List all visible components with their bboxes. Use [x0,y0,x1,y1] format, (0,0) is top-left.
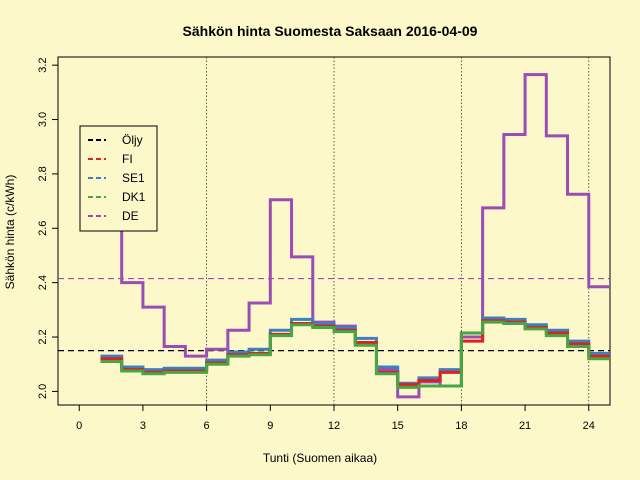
x-tick-label: 12 [328,420,340,432]
y-tick-label: 3.0 [37,112,49,127]
legend: Öljy FI SE1 DK1 DE [79,125,158,232]
plot-area: 0 3 6 9 12 15 18 21 24 2.0 2.2 2.4 2.6 2.8 3.0 3.2 [37,56,611,432]
y-tick-label: 2.6 [37,221,49,236]
x-tick-label: 18 [455,420,467,432]
y-tick-label: 2.4 [37,275,49,290]
x-tick-label: 21 [519,420,531,432]
legend-label: Öljy [122,133,143,147]
y-axis-label: Sähkön hinta (c/kWh) [3,175,17,290]
y-tick-label: 2.2 [37,329,49,344]
x-tick-label: 15 [392,420,404,432]
legend-label: DK1 [122,190,146,204]
x-tick-label: 9 [267,420,273,432]
y-tick-label: 2.8 [37,166,49,181]
y-tick-label: 3.2 [37,58,49,73]
legend-label: FI [122,152,133,166]
x-tick-label: 3 [140,420,146,432]
x-axis-label: Tunti (Suomen aikaa) [263,451,377,465]
x-tick-label: 24 [583,420,595,432]
chart-title: Sähkön hinta Suomesta Saksaan 2016-04-09 [183,23,478,39]
legend-label: DE [122,209,139,223]
series-line-dk1 [100,320,610,389]
y-tick-label: 2.0 [37,384,49,399]
series-line-de [100,73,610,399]
legend-label: SE1 [122,171,145,185]
x-tick-label: 0 [76,420,82,432]
x-tick-label: 6 [204,420,210,432]
